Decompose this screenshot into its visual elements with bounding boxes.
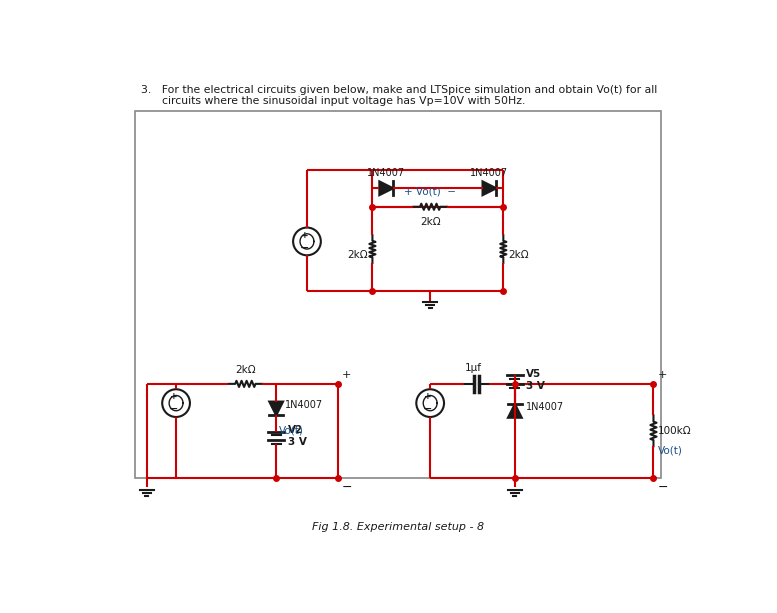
Polygon shape	[483, 181, 497, 195]
Text: 2kΩ: 2kΩ	[508, 250, 528, 261]
Text: 1N4007: 1N4007	[368, 167, 406, 178]
Text: −: −	[423, 405, 433, 414]
Text: −: −	[169, 405, 179, 414]
Bar	[135, 110, 661, 478]
Text: −: −	[657, 481, 667, 494]
Text: +: +	[301, 230, 308, 240]
Text: 1N4007: 1N4007	[470, 167, 508, 178]
Polygon shape	[379, 181, 393, 195]
Text: +: +	[657, 370, 667, 380]
Text: V2
3 V: V2 3 V	[287, 425, 307, 447]
Text: 1μf: 1μf	[465, 363, 482, 373]
Text: circuits where the sinusoidal input voltage has Vp=10V with 50Hz.: circuits where the sinusoidal input volt…	[141, 96, 526, 106]
Polygon shape	[270, 402, 283, 416]
Text: 2kΩ: 2kΩ	[235, 365, 256, 375]
Polygon shape	[508, 404, 522, 417]
Text: +: +	[170, 392, 178, 402]
Text: 3.   For the electrical circuits given below, make and LTSpice simulation and ob: 3. For the electrical circuits given bel…	[141, 85, 657, 95]
Text: 1N4007: 1N4007	[285, 400, 323, 409]
Text: −: −	[300, 243, 309, 253]
Text: V5
3 V: V5 3 V	[527, 369, 545, 391]
Text: −: −	[342, 481, 352, 494]
Text: 2kΩ: 2kΩ	[347, 250, 368, 261]
Text: Fig 1.8. Experimental setup - 8: Fig 1.8. Experimental setup - 8	[312, 522, 484, 531]
Text: +: +	[342, 370, 351, 380]
Text: 100kΩ: 100kΩ	[658, 426, 692, 436]
Text: 1N4007: 1N4007	[526, 402, 564, 412]
Text: + Vo(t)  −: + Vo(t) −	[404, 187, 456, 197]
Text: 2kΩ: 2kΩ	[420, 217, 441, 227]
Text: +: +	[424, 392, 432, 402]
Text: Vo(t): Vo(t)	[279, 426, 304, 436]
Text: Vo(t): Vo(t)	[658, 446, 683, 456]
